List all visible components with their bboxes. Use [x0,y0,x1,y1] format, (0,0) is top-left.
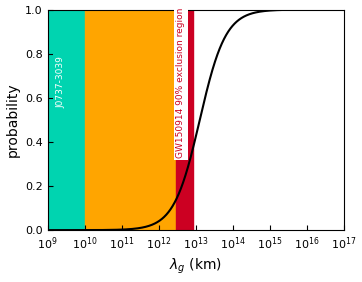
Text: GW150914 90% exclusion region: GW150914 90% exclusion region [176,7,185,158]
Text: Solar System: Solar System [111,52,121,112]
Text: J0737-3039: J0737-3039 [56,56,65,108]
Bar [48,10,85,230]
Y-axis label: probability: probability [5,83,20,157]
Bar [85,10,176,230]
Bar [176,10,193,230]
X-axis label: $\lambda_g$ (km): $\lambda_g$ (km) [169,257,222,276]
